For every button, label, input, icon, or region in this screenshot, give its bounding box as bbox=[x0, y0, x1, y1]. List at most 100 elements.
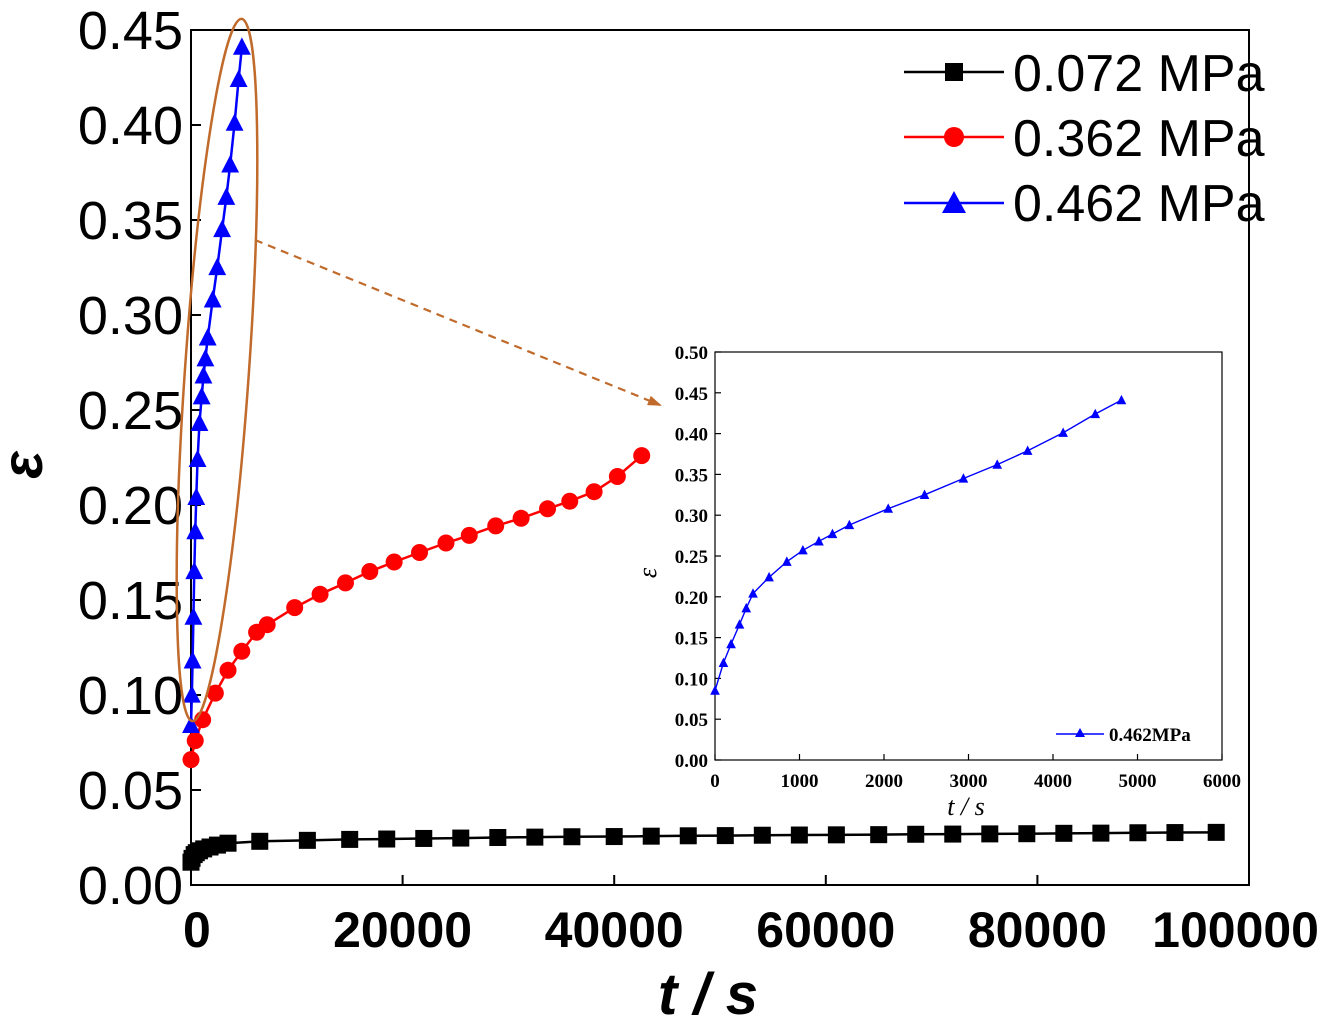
main-y-axis: 0.00 0.05 0.10 0.15 0.20 0.25 0.30 0.35 0.40 0.45 bbox=[78, 1, 201, 916]
inset-xtick-label: 5000 bbox=[1119, 771, 1157, 792]
main-ytick-label: 0.00 bbox=[78, 856, 183, 916]
main-data-point-0-072-mpa bbox=[219, 834, 237, 852]
main-data-point-0-362-mpa bbox=[608, 468, 626, 485]
main-data-point-0-072-mpa bbox=[1055, 824, 1073, 842]
main-data-point-0-072-mpa bbox=[907, 825, 925, 843]
inset-data-point-0-462mpa bbox=[741, 602, 752, 613]
inset-data-point-0-462mpa bbox=[734, 619, 745, 629]
main-xtick-label: 100000 bbox=[1152, 902, 1319, 958]
main-data-point-0-462-mpa bbox=[187, 487, 206, 506]
inset-plot-frame bbox=[714, 351, 1223, 761]
main-data-point-0-072-mpa bbox=[642, 827, 660, 845]
inset-x-axis-title: t / s bbox=[947, 792, 985, 821]
main-xtick-label: 60000 bbox=[756, 902, 895, 958]
main-data-point-0-362-mpa bbox=[633, 447, 651, 465]
inset-data-point-0-462mpa bbox=[1058, 427, 1068, 437]
inset-ytick-label: 0.20 bbox=[675, 588, 708, 609]
inset-ytick-label: 0.35 bbox=[675, 465, 708, 486]
inset-data-point-0-462mpa bbox=[798, 544, 808, 555]
inset-data-point-0-462mpa bbox=[814, 536, 824, 546]
main-plot-series bbox=[182, 37, 1225, 871]
main-data-point-0-362-mpa bbox=[233, 642, 251, 660]
inset-data-point-0-462mpa bbox=[1116, 394, 1127, 405]
inset-ytick-label: 0.45 bbox=[675, 384, 708, 405]
main-xtick-label: 20000 bbox=[333, 902, 472, 958]
main-data-point-0-462-mpa bbox=[192, 386, 211, 405]
main-ytick-label: 0.30 bbox=[78, 286, 183, 346]
main-data-point-0-462-mpa bbox=[225, 113, 244, 131]
main-data-point-0-462-mpa bbox=[186, 521, 205, 540]
main-data-point-0-072-mpa bbox=[526, 828, 544, 846]
main-plot-frame bbox=[190, 29, 1250, 886]
inset-data-point-0-462mpa bbox=[726, 638, 736, 649]
inset-data-point-0-462mpa bbox=[827, 528, 838, 539]
main-data-point-0-362-mpa bbox=[561, 492, 579, 510]
main-data-point-0-462-mpa bbox=[203, 290, 222, 308]
main-ytick-label: 0.15 bbox=[78, 571, 183, 631]
main-data-point-0-462-mpa bbox=[208, 257, 227, 276]
main-data-point-0-362-mpa bbox=[460, 526, 478, 544]
inset-legend-label: 0.462MPa bbox=[1109, 725, 1191, 746]
main-data-point-0-362-mpa bbox=[219, 661, 237, 679]
main-data-point-0-362-mpa bbox=[411, 544, 429, 561]
inset-data-point-0-462mpa bbox=[764, 571, 774, 582]
callout-arrow bbox=[254, 238, 662, 407]
main-data-point-0-362-mpa bbox=[182, 751, 200, 769]
main-data-point-0-462-mpa bbox=[182, 685, 201, 703]
main-data-point-0-072-mpa bbox=[753, 826, 771, 844]
main-data-point-0-462-mpa bbox=[184, 607, 203, 625]
legend-label-0462: 0.462 MPa bbox=[1013, 175, 1265, 233]
main-data-point-0-072-mpa bbox=[298, 831, 316, 849]
inset-legend: 0.462MPa bbox=[1056, 725, 1191, 746]
main-data-point-0-072-mpa bbox=[944, 825, 962, 843]
main-data-point-0-462-mpa bbox=[188, 449, 207, 468]
main-data-point-0-072-mpa bbox=[1207, 823, 1225, 841]
main-ytick-label: 0.40 bbox=[78, 96, 183, 156]
main-data-point-0-072-mpa bbox=[870, 826, 888, 844]
main-data-point-0-072-mpa bbox=[489, 829, 507, 846]
inset-data-point-0-462mpa bbox=[844, 519, 855, 530]
main-data-point-0-072-mpa bbox=[341, 830, 359, 848]
legend-marker-triangle bbox=[942, 191, 966, 213]
inset-data-point-0-462mpa bbox=[718, 657, 729, 668]
legend-label-0362: 0.362 MPa bbox=[1013, 110, 1265, 168]
main-data-point-0-362-mpa bbox=[585, 483, 603, 501]
inset-y-axis-title: ε bbox=[633, 567, 662, 578]
legend-label-0072: 0.072 MPa bbox=[1013, 45, 1265, 103]
inset-ytick-label: 0.15 bbox=[675, 629, 708, 650]
main-data-point-0-462-mpa bbox=[185, 561, 204, 580]
main-data-point-0-072-mpa bbox=[716, 827, 734, 845]
main-x-axis-title: t / s bbox=[658, 962, 758, 1017]
main-data-point-0-462-mpa bbox=[183, 651, 202, 669]
main-data-point-0-462-mpa bbox=[198, 328, 217, 346]
main-ytick-label: 0.05 bbox=[78, 761, 183, 821]
inset-ytick-label: 0.50 bbox=[675, 343, 708, 364]
main-data-point-0-072-mpa bbox=[1092, 824, 1110, 842]
main-data-point-0-072-mpa bbox=[1129, 824, 1147, 842]
main-data-point-0-072-mpa bbox=[679, 827, 697, 845]
inset-xtick-label: 2000 bbox=[865, 771, 903, 792]
main-data-point-0-072-mpa bbox=[790, 826, 808, 844]
main-data-point-0-072-mpa bbox=[1018, 825, 1036, 843]
main-data-point-0-362-mpa bbox=[512, 509, 530, 527]
main-ytick-label: 0.35 bbox=[78, 191, 183, 251]
main-xtick-label: 40000 bbox=[545, 902, 684, 958]
inset-ytick-label: 0.25 bbox=[675, 547, 708, 568]
main-data-point-0-362-mpa bbox=[361, 563, 379, 580]
inset-xtick-label: 1000 bbox=[781, 771, 819, 792]
inset-legend-marker-triangle bbox=[1075, 728, 1085, 737]
main-ytick-label: 0.10 bbox=[78, 666, 183, 726]
inset-xtick-label: 4000 bbox=[1034, 771, 1072, 792]
main-data-point-0-462-mpa bbox=[221, 155, 240, 173]
inset-y-axis: 0.00 0.05 0.10 0.15 0.20 0.25 0.30 0.35 0.40 0.45… bbox=[675, 343, 721, 772]
main-data-point-0-462-mpa bbox=[232, 37, 251, 55]
main-data-point-0-072-mpa bbox=[605, 828, 623, 846]
inset-ytick-label: 0.05 bbox=[675, 710, 708, 731]
main-data-point-0-462-mpa bbox=[229, 69, 248, 88]
inset-xtick-label: 3000 bbox=[950, 771, 988, 792]
main-data-point-0-362-mpa bbox=[186, 732, 204, 750]
main-data-point-0-072-mpa bbox=[1166, 824, 1184, 842]
main-data-point-0-072-mpa bbox=[827, 826, 845, 844]
main-data-point-0-362-mpa bbox=[437, 534, 455, 552]
main-data-point-0-362-mpa bbox=[336, 574, 354, 592]
